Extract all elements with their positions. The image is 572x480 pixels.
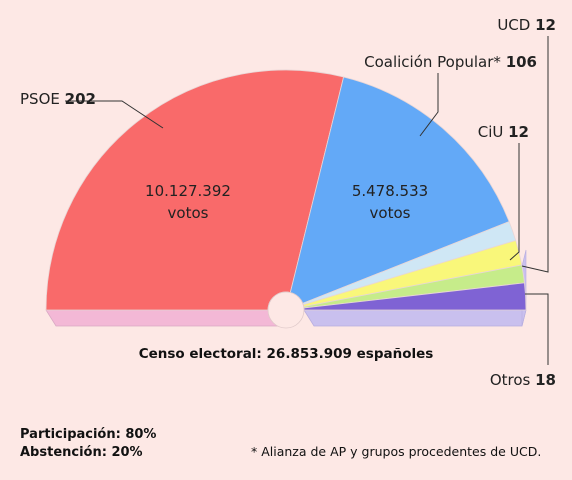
psoe-seats: 202 (65, 90, 96, 108)
psoe-name: PSOE (20, 90, 60, 108)
footnote: * Alianza de AP y grupos procedentes de … (251, 444, 542, 459)
cp-votes-unit: votos (370, 204, 411, 222)
center-hole (267, 291, 305, 329)
otros-base (303, 309, 527, 327)
label-leaders (65, 36, 549, 365)
cp-seats: 106 (506, 53, 537, 71)
psoe-leader (65, 100, 164, 129)
ucd-seats: 12 (535, 16, 556, 34)
otros-seats: 18 (535, 371, 556, 389)
cp-name: Coalición Popular* (364, 53, 501, 71)
otros-leader (525, 293, 549, 365)
psoe-label: PSOE 202 (20, 90, 96, 108)
cp-leader (419, 73, 439, 137)
psoe-votes-unit: votos (168, 204, 209, 222)
psoe-votes-number: 10.127.392 (145, 182, 231, 200)
cp-label: Coalición Popular* 106 (364, 53, 537, 71)
ciu-seats: 12 (508, 123, 529, 141)
participation-text: Participación: 80% (20, 427, 157, 442)
participation-block: Participación: 80% Abstención: 20% (20, 426, 156, 462)
ucd-label: UCD 12 (497, 16, 556, 34)
ucd-leader (521, 36, 549, 273)
ciu-leader (509, 143, 520, 261)
psoe-base (45, 309, 279, 327)
abstention-text: Abstención: 20% (20, 445, 143, 460)
ciu-name: CiU (478, 123, 504, 141)
otros-label: Otros 18 (490, 371, 556, 389)
ciu-label: CiU 12 (478, 123, 529, 141)
censo-electoral: Censo electoral: 26.853.909 españoles (139, 346, 434, 362)
ucd-name: UCD (497, 16, 530, 34)
cp-votes-number: 5.478.533 (352, 182, 428, 200)
otros-name: Otros (490, 371, 531, 389)
chart-base (45, 249, 527, 327)
chart-slices (45, 69, 527, 329)
